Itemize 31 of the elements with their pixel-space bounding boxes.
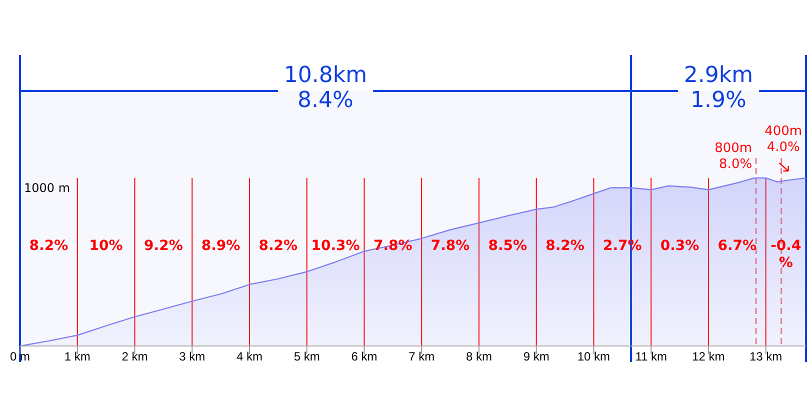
- annotation: 8.5%: [488, 238, 528, 254]
- x-tick-label: 10 km: [577, 350, 610, 364]
- annotation: 7.8%: [430, 238, 470, 254]
- x-tick-label: 6 km: [351, 350, 378, 364]
- x-tick-label: 2 km: [122, 350, 148, 364]
- annotation: 8.2%: [546, 238, 584, 254]
- x-tick-label: 7 km: [408, 350, 435, 364]
- annotation: 10%: [89, 238, 123, 254]
- annotation: 8.2%: [29, 238, 68, 254]
- x-tick-label: 1 km: [64, 350, 90, 364]
- band-label: 2.9km 1.9%: [684, 63, 754, 113]
- annotation: 1000 m: [24, 181, 70, 195]
- annotation: 0.3%: [660, 238, 700, 254]
- x-tick-label: 5 km: [294, 350, 320, 364]
- annotation: 9.2%: [144, 238, 183, 254]
- x-tick-label: 9 km: [523, 350, 550, 364]
- ref-line-label: 800m 8.0%: [714, 141, 752, 172]
- x-tick-label: 11 km: [635, 350, 667, 364]
- band-label: 10.8km 8.4%: [284, 63, 368, 113]
- x-tick-label: 8 km: [466, 350, 492, 364]
- x-tick-label: 4 km: [236, 350, 262, 364]
- annotation: 8.2%: [258, 238, 298, 254]
- x-tick-label: 3 km: [179, 350, 206, 364]
- annotation: 6.7%: [718, 238, 757, 254]
- x-tick-label: 13 km: [749, 350, 782, 364]
- x-tick-label: 12 km: [692, 350, 725, 364]
- ref-line-label: 400m 4.0%: [764, 124, 802, 155]
- annotation: -0.4%: [770, 238, 802, 272]
- annotation: 7.8%: [374, 238, 412, 254]
- annotation: 10.3%: [311, 238, 360, 254]
- annotation: 8.9%: [201, 238, 240, 254]
